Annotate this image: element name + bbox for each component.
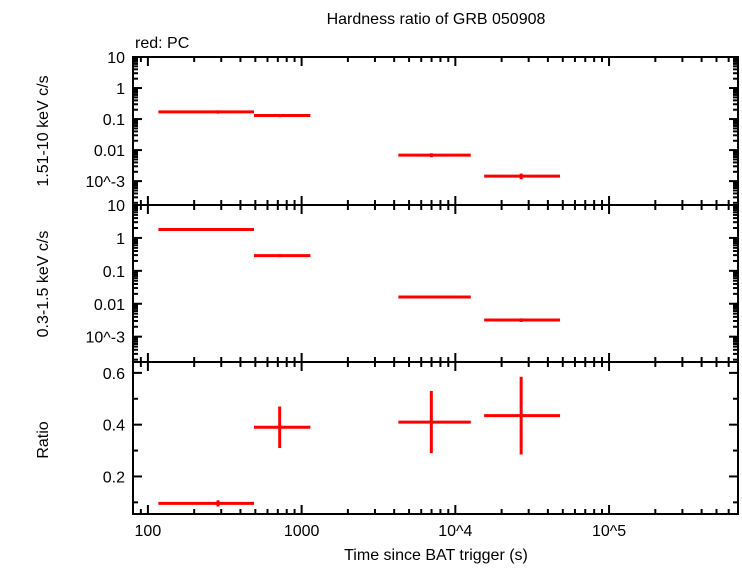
y-tick-label: 0.01 (94, 143, 125, 160)
y-tick-label: 0.1 (103, 112, 125, 129)
y-tick-label: 0.2 (103, 469, 125, 486)
y-tick-label: 10^-3 (85, 330, 125, 347)
y-tick-label: 10 (107, 50, 125, 67)
y-axis-label-soft: 0.3-1.5 keV c/s (35, 231, 52, 338)
x-tick-label: 10^5 (592, 523, 626, 540)
panel-frame-2 (132, 361, 739, 515)
x-tick-label: 10^4 (438, 523, 472, 540)
y-tick-label: 0.4 (103, 418, 125, 435)
y-tick-label: 1 (116, 81, 125, 98)
y-axis-label-hard: 1.51-10 keV c/s (35, 75, 52, 186)
y-tick-label: 0.1 (103, 264, 125, 281)
y-axis-label-ratio: Ratio (35, 421, 52, 458)
y-tick-label: 0.01 (94, 297, 125, 314)
y-tick-label: 0.6 (103, 366, 125, 383)
x-tick-label: 100 (135, 523, 162, 540)
x-tick-label: 1000 (284, 523, 320, 540)
y-tick-label: 10^-3 (85, 174, 125, 191)
x-axis-label: Time since BAT trigger (s) (344, 547, 528, 564)
panel-frame-0 (132, 56, 739, 206)
y-tick-label: 10 (107, 198, 125, 215)
legend-text: red: PC (135, 35, 189, 52)
y-tick-label: 1 (116, 231, 125, 248)
chart-title: Hardness ratio of GRB 050908 (327, 11, 546, 28)
